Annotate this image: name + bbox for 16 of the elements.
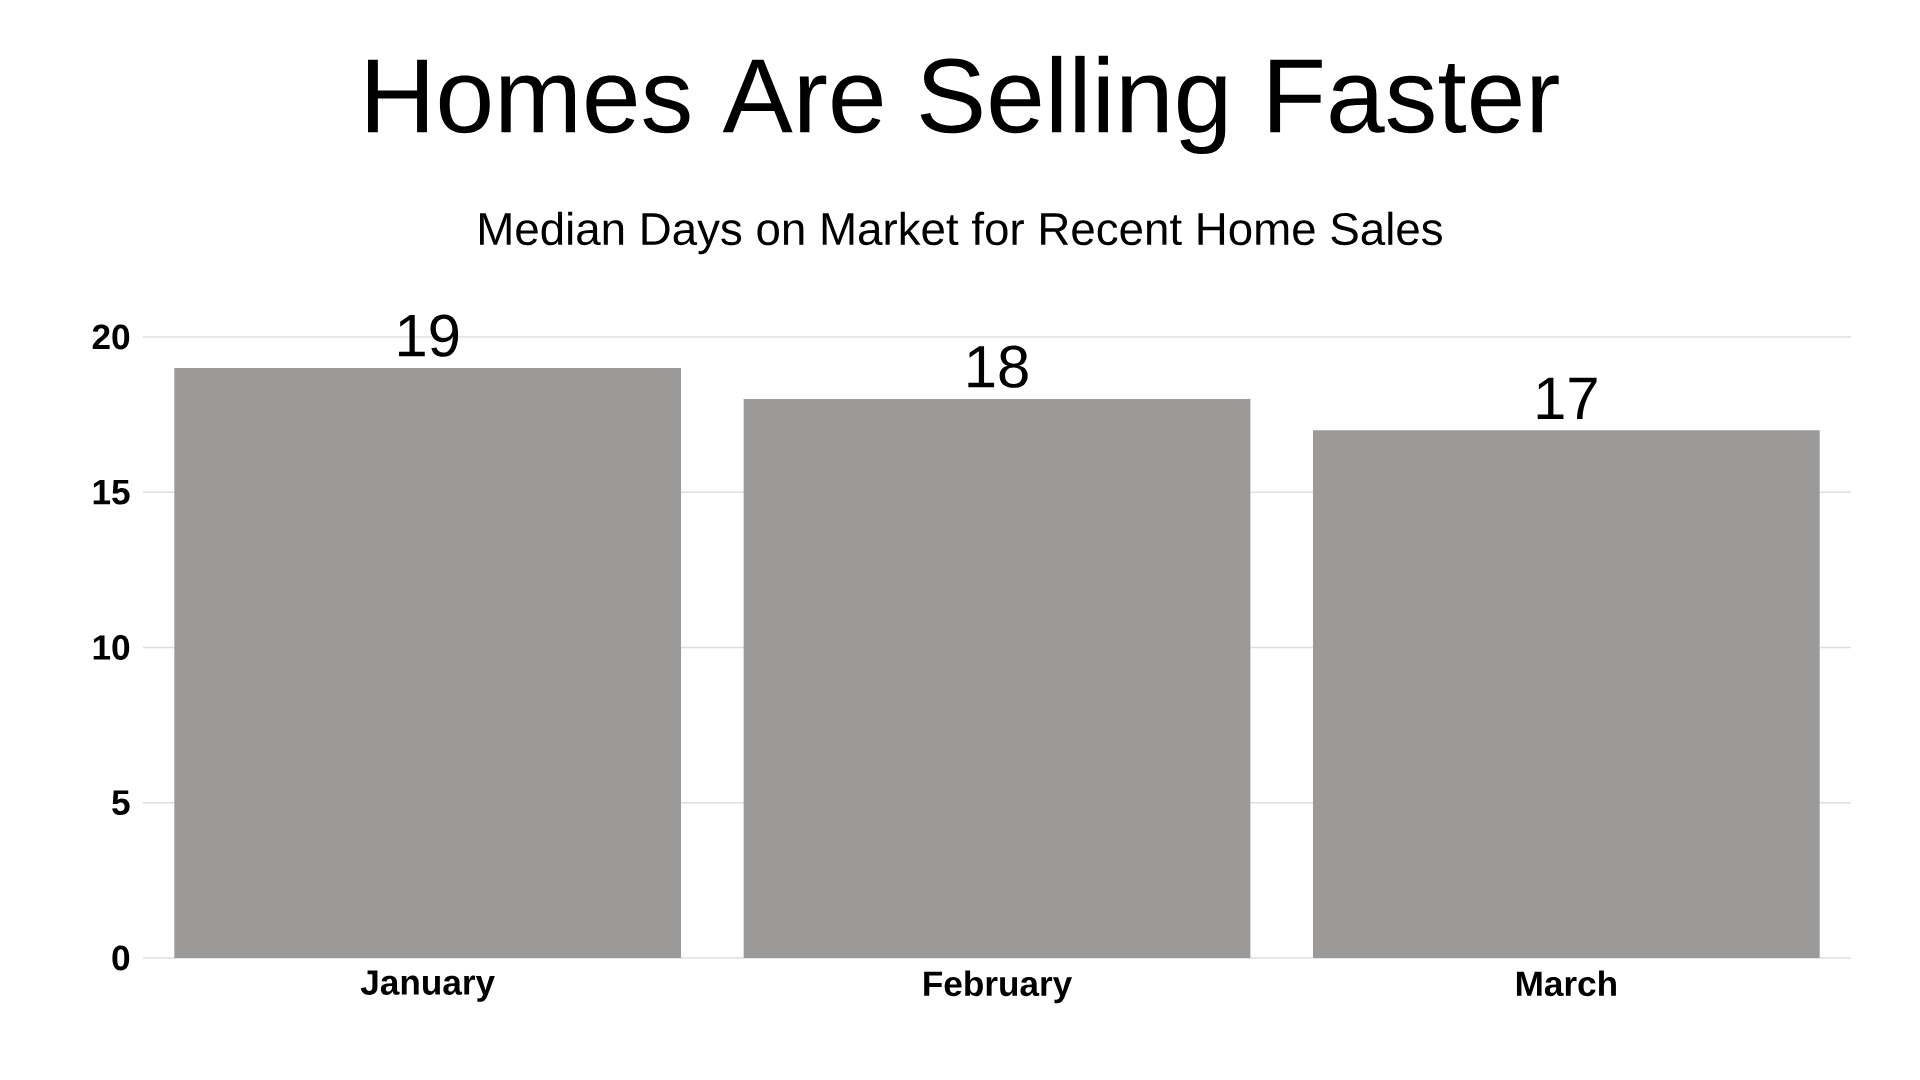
chart-title: Homes Are Selling Faster [368,55,1559,155]
x-tick-label: March [1516,970,1616,997]
bar [743,399,1251,958]
bar [174,368,682,958]
y-tick-label: 0 [112,945,130,971]
y-tick-label: 10 [93,635,130,660]
y-tick-label: 20 [92,324,130,350]
data-label: 17 [1537,377,1597,419]
y-tick-label: 15 [93,479,130,505]
bar [1313,430,1820,958]
x-tick-label: January [360,970,495,1002]
data-label: 19 [399,314,459,357]
x-tick-label: February [924,970,1073,1004]
y-tick-label: 5 [112,790,130,815]
data-label: 18 [968,345,1028,388]
chart-subtitle: Median Days on Market for Recent Home Sales [480,211,1442,255]
